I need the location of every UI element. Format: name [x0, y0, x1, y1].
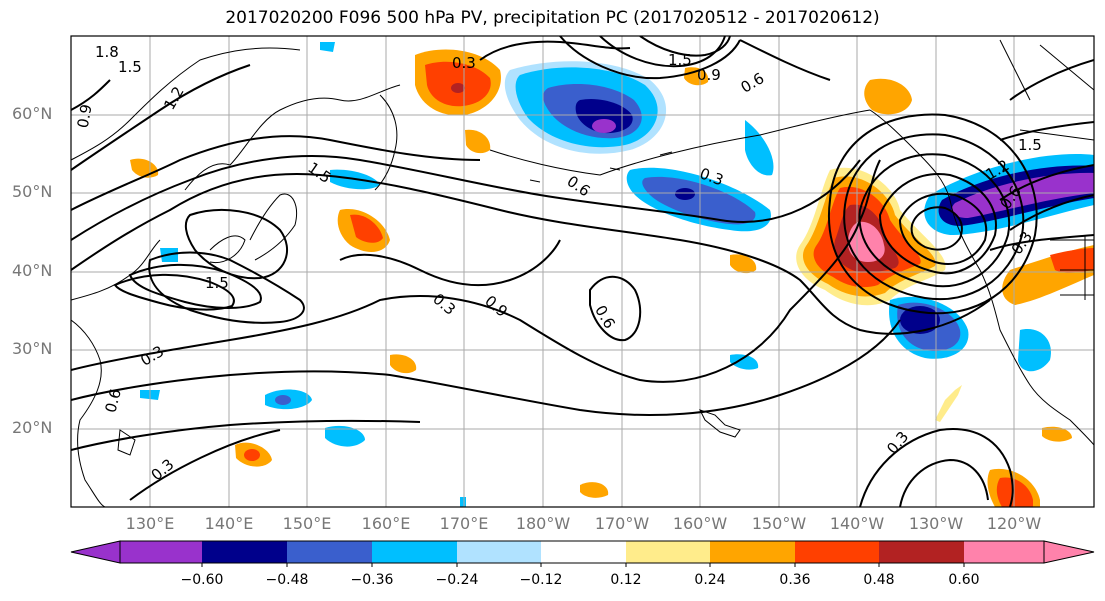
- colorbar-segment: [120, 541, 202, 563]
- contour-label: 0.3: [137, 342, 167, 370]
- contour-label: 0.3: [883, 428, 912, 458]
- contour-label: 0.6: [738, 69, 768, 97]
- positive-precip-anomaly: [130, 49, 1094, 507]
- contour-label: 0.6: [591, 302, 619, 332]
- colorbar-segment: [710, 541, 795, 563]
- colorbar-tick-label: 0.60: [948, 572, 980, 588]
- lon-label: 120°W: [986, 514, 1042, 533]
- colorbar-tick-label: 0.48: [863, 572, 895, 588]
- lat-label-50n: 50°N: [12, 182, 53, 201]
- negative-precip-anomaly: [140, 42, 1094, 507]
- colorbar-segment: [795, 541, 879, 563]
- contour-label: 1.5: [304, 159, 334, 187]
- lat-label-40n: 40°N: [12, 261, 53, 280]
- lat-label-30n: 30°N: [12, 339, 53, 358]
- lon-label: 160°E: [361, 514, 411, 533]
- contour-label: 0.6: [101, 387, 125, 415]
- contour-label: 1.5: [118, 58, 142, 76]
- contour-label: 0.3: [1008, 228, 1036, 258]
- colorbar: [70, 540, 1095, 567]
- colorbar-tick-label: 0.12: [610, 572, 642, 588]
- colorbar-segment: [541, 541, 626, 563]
- colorbar-tick-label: −0.48: [265, 572, 309, 588]
- contour-label: 1.5: [668, 51, 692, 69]
- lon-label: 170°E: [439, 514, 489, 533]
- map-title: 2017020200 F096 500 hPa PV, precipitatio…: [225, 8, 880, 28]
- contour-label: 1.5: [1018, 136, 1042, 154]
- contour-label: 0.3: [429, 290, 459, 319]
- colorbar-segment: [626, 541, 710, 563]
- contour-label: 0.9: [697, 66, 721, 84]
- colorbar-segment: [457, 541, 541, 563]
- colorbar-segment: [287, 541, 372, 563]
- lat-label-60n: 60°N: [12, 104, 53, 123]
- map-frame: [70, 35, 1095, 508]
- colorbar-segment: [879, 541, 964, 563]
- lon-label: 160°W: [672, 514, 728, 533]
- colorbar-segment: [202, 541, 287, 563]
- colorbar-segment: [70, 540, 121, 564]
- contour-label: 1.5: [205, 274, 229, 292]
- lon-label: 140°E: [204, 514, 254, 533]
- lon-label: 130°E: [125, 514, 175, 533]
- pv-contours: [71, 36, 1094, 507]
- contour-label: 0.3: [452, 54, 476, 72]
- colorbar-segment: [1043, 540, 1095, 564]
- lon-label: 150°W: [751, 514, 807, 533]
- lon-label: 130°W: [908, 514, 964, 533]
- colorbar-tick-label: −0.24: [435, 572, 479, 588]
- contour-label: 0.9: [481, 292, 511, 321]
- lon-label: 170°W: [594, 514, 650, 533]
- lon-label: 140°W: [829, 514, 885, 533]
- lon-label: 150°E: [282, 514, 332, 533]
- coastlines: [71, 39, 1094, 507]
- lon-label: 180°W: [515, 514, 571, 533]
- colorbar-tick-label: −0.36: [350, 572, 394, 588]
- contour-label: 0.9: [74, 103, 96, 130]
- contour-label: 1.8: [95, 43, 119, 61]
- colorbar-tick-label: 0.36: [779, 572, 811, 588]
- contour-label: 0.6: [564, 172, 594, 200]
- colorbar-tick-label: −0.60: [180, 572, 224, 588]
- lat-label-20n: 20°N: [12, 418, 53, 437]
- precip-shading: [130, 42, 1094, 507]
- colorbar-segment: [372, 541, 457, 563]
- colorbar-tick-label: −0.12: [519, 572, 563, 588]
- colorbar-segment: [964, 541, 1044, 563]
- colorbar-tick-label: 0.24: [694, 572, 726, 588]
- contour-label: 0.3: [148, 455, 178, 484]
